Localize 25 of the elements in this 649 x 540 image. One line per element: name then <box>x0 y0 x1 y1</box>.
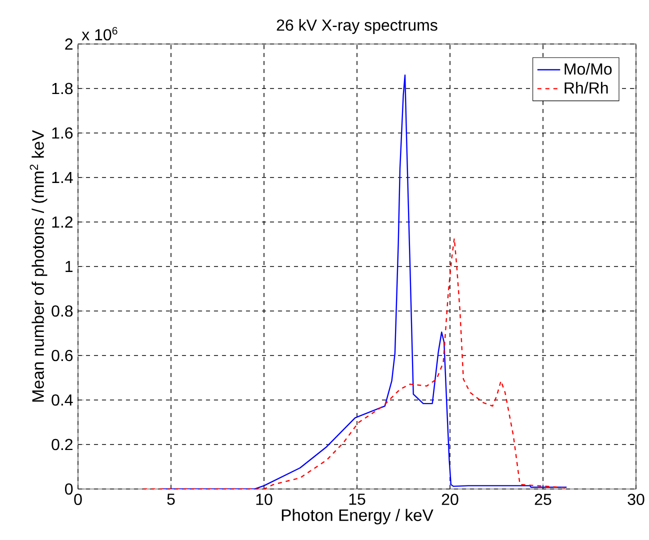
x-tick-label: 25 <box>534 494 552 506</box>
chart-title: 26 kV X-ray spectrums <box>276 19 438 34</box>
y-tick-label: 0.2 <box>52 438 72 450</box>
y-tick-label: 0.4 <box>52 394 73 406</box>
x-axis-title: Photon Energy / keV <box>282 508 434 524</box>
x-tick-label: 15 <box>349 494 366 505</box>
text: x 10$^{6}$ <box>82 26 118 40</box>
legend-label: Mo/Mo <box>564 62 612 75</box>
x-tick-label: 5 <box>167 494 175 505</box>
y-tick-label: 0.8 <box>52 305 73 317</box>
x-tick-label: 10 <box>256 494 272 506</box>
legend-label: Rh/Rh <box>564 82 608 94</box>
y-tick-label: 0.6 <box>52 350 73 362</box>
x-tick-label: 20 <box>442 494 458 506</box>
x-tick-label: 0 <box>74 494 82 506</box>
y-tick-label: 1.8 <box>52 82 73 94</box>
y-axis-title: Mean number of photons / (mm$^{2}$ keV <box>30 130 48 402</box>
y-tick-label: 2 <box>65 38 72 50</box>
y-tick-label: 1.2 <box>52 216 72 228</box>
y-tick-label: 1 <box>66 261 73 272</box>
line-series <box>142 238 568 489</box>
y-tick-label: 1.4 <box>52 172 73 184</box>
x-tick-label: 30 <box>628 494 644 506</box>
y-tick-label: 0 <box>65 483 73 495</box>
y-tick-label: 1.6 <box>52 127 73 139</box>
